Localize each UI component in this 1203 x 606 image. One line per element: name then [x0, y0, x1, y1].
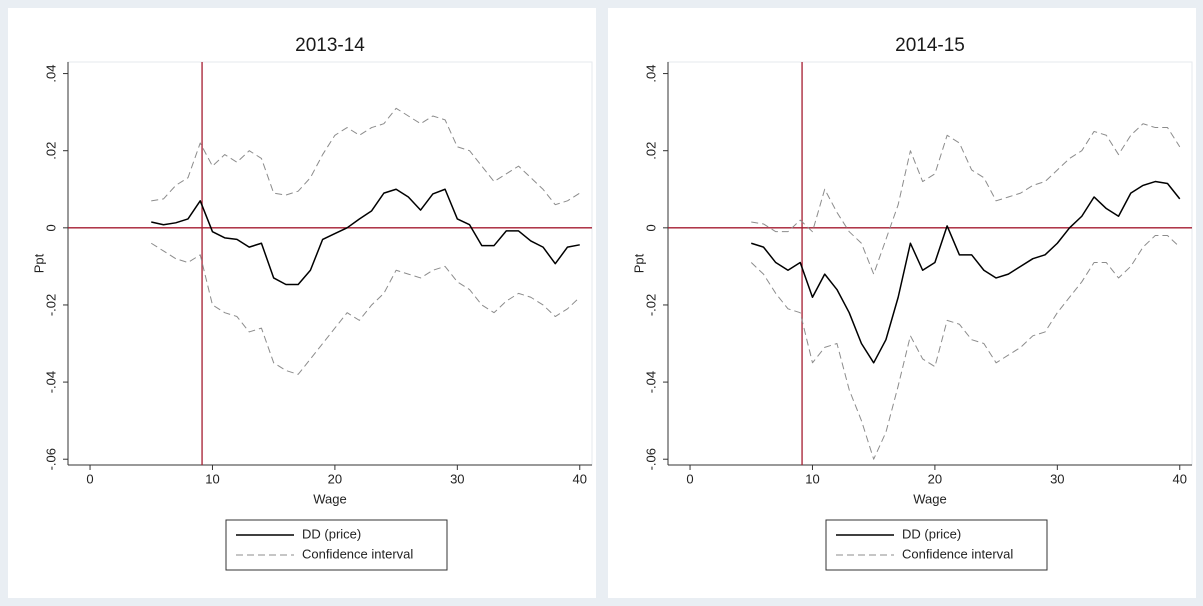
y-tick-label: -.02: [43, 294, 58, 316]
y-axis-label: Ppt: [31, 253, 46, 273]
chart-title: 2013-14: [295, 35, 365, 56]
legend-label: DD (price): [902, 526, 961, 541]
series-line: [150, 242, 581, 375]
x-tick-label: 30: [1050, 471, 1064, 486]
x-tick-label: 20: [928, 471, 942, 486]
x-tick-label: 10: [805, 471, 819, 486]
y-tick-label: 0: [643, 224, 658, 231]
legend-label: Confidence interval: [302, 546, 413, 561]
series-line: [751, 180, 1181, 364]
y-tick-label: .02: [643, 142, 658, 160]
y-axis-label: Ppt: [631, 253, 646, 273]
legend-box: [225, 519, 448, 571]
y-tick-label: .04: [43, 65, 58, 83]
plot-area: [67, 61, 593, 466]
x-tick-label: 10: [205, 471, 219, 486]
y-tick-label: .04: [643, 65, 658, 83]
x-tick-label: 40: [1173, 471, 1187, 486]
chart-title: 2014-15: [895, 35, 965, 56]
y-tick-label: -.06: [43, 448, 58, 470]
legend-label: DD (price): [302, 526, 361, 541]
x-tick-label: 20: [328, 471, 342, 486]
series-line: [750, 235, 1181, 460]
y-tick-label: -.04: [643, 371, 658, 393]
series-line: [151, 188, 580, 286]
legend-box: [825, 519, 1048, 571]
legend-label: Confidence interval: [902, 546, 1013, 561]
x-tick-label: 30: [450, 471, 464, 486]
y-tick-label: -.06: [643, 448, 658, 470]
x-axis-label: Wage: [313, 491, 346, 506]
x-tick-label: 0: [686, 471, 693, 486]
y-tick-label: 0: [43, 224, 58, 231]
x-tick-label: 40: [573, 471, 587, 486]
plot-area: [667, 61, 1193, 466]
chart-panel: 2014-15 -.06 -.04 -.02 0 .02 .04 0 10 20 30 40 Wage P…: [608, 8, 1196, 598]
series-line: [151, 107, 581, 206]
chart-panel: 2013-14 -.06 -.04 -.02 0 .02 .04 0 10 20 30 40 Wage P…: [8, 8, 596, 598]
y-tick-label: -.02: [643, 294, 658, 316]
y-tick-label: .02: [43, 142, 58, 160]
x-axis-label: Wage: [913, 491, 946, 506]
series-line: [751, 123, 1181, 275]
x-tick-label: 0: [86, 471, 93, 486]
y-tick-label: -.04: [43, 371, 58, 393]
